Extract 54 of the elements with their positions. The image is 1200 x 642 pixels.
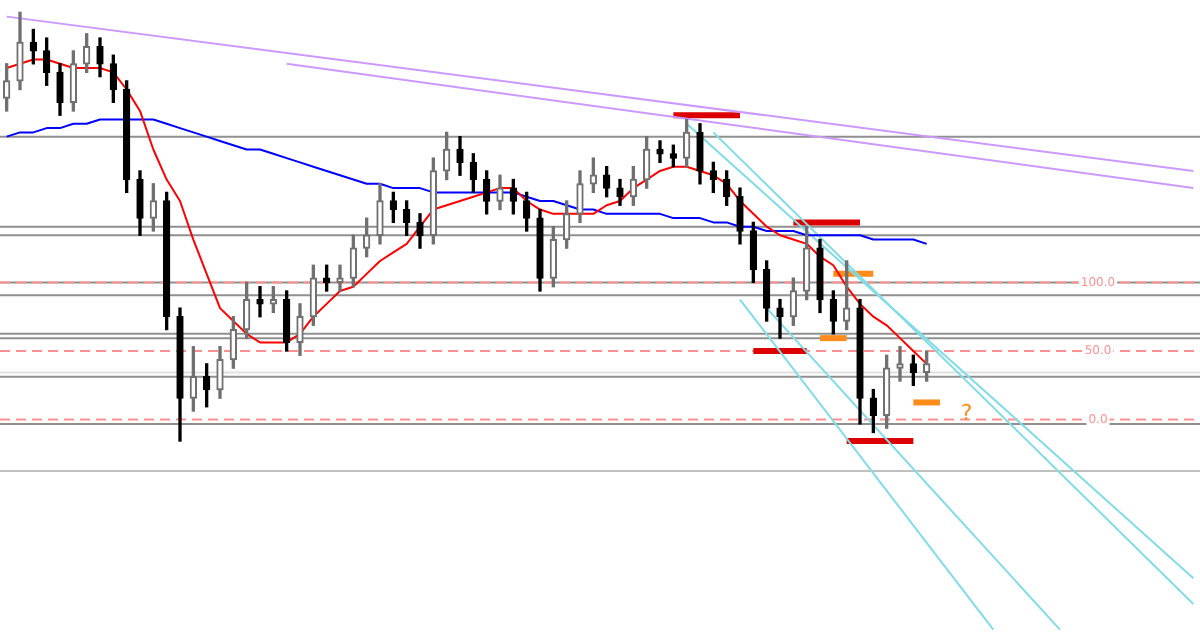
candlestick [709,161,717,194]
candlestick [856,298,864,425]
candlestick [176,307,184,442]
candlestick [536,208,544,292]
candlestick [843,260,851,331]
candlestick [16,11,24,91]
candlestick [616,178,624,206]
candlestick [803,226,811,301]
candlestick [189,346,197,412]
candlestick [816,238,824,314]
candlestick [269,286,277,314]
candlestick [349,234,357,288]
candlestick [896,346,904,382]
candlestick [749,221,757,284]
candlestick [256,286,264,318]
candlestick [336,264,344,292]
candlestick [736,187,744,245]
candlestick [829,290,837,335]
candlestick [443,131,451,181]
candlestick [696,123,704,185]
candlestick [763,260,771,322]
annotation: ? [960,399,973,426]
candlestick [149,183,157,232]
candlestick [69,50,77,112]
candlestick [283,290,291,352]
candlestick [776,298,784,339]
candlestick [109,54,117,104]
candlestick [56,63,64,116]
candlestick [376,183,384,245]
candlestick [683,118,691,168]
candlestick [523,191,531,232]
candlestick [429,157,437,245]
candlestick [163,191,171,331]
candlestick [576,170,584,224]
candlestick [483,170,491,215]
candlestick [96,37,104,78]
candlestick [669,144,677,168]
candlestick [389,191,397,224]
candlestick [123,80,131,194]
candlestick [883,354,891,429]
candlestick [323,264,331,292]
candlestick [563,200,571,249]
candlestick [309,264,317,326]
candlestick [909,354,917,386]
candlestick [216,346,224,399]
candlestick [789,277,797,326]
candlestick [29,28,37,65]
candlestick [43,37,51,86]
candlestick [136,170,144,236]
candlestick [296,303,304,356]
candlestick [549,226,557,288]
candlestick [496,174,504,211]
candlestick [3,63,11,112]
candlestick [923,350,931,382]
